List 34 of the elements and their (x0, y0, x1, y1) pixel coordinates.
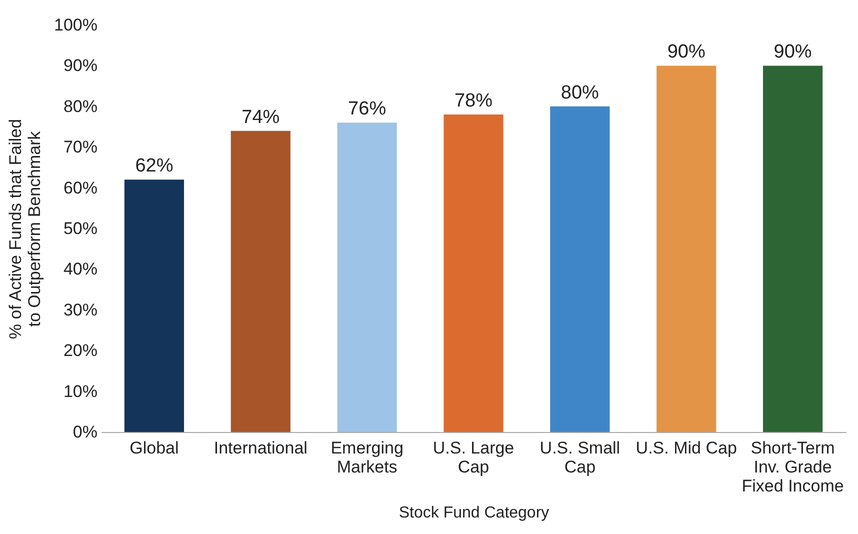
y-tick-label: 70% (63, 138, 98, 157)
data-label: 80% (560, 82, 600, 104)
y-tick-label: 20% (63, 341, 98, 360)
x-tick-label: Emerging Markets (330, 438, 404, 476)
x-axis-title: Stock Fund Category (398, 504, 550, 522)
x-tick-label: U.S. Mid Cap (636, 438, 737, 458)
y-tick-label: 50% (63, 219, 98, 238)
y-tick-label: 40% (63, 260, 98, 279)
y-tick-label: 10% (63, 382, 98, 401)
y-tick-label: 0% (72, 422, 98, 442)
y-tick-label: 30% (63, 300, 98, 320)
data-label: 90% (774, 42, 812, 63)
y-tick-label: 90% (63, 56, 98, 76)
bar (444, 114, 504, 432)
bar (337, 122, 397, 432)
data-label: 78% (454, 90, 493, 112)
bar (762, 66, 823, 432)
x-tick-label: U.S. Large Cap (432, 438, 514, 476)
x-tick-label: Short-Term Inv. Grade Fixed Income (742, 438, 844, 496)
y-axis-title: % of Active Funds that Failed to Outperform Benchmark (6, 118, 44, 340)
data-label: 62% (135, 156, 174, 177)
x-tick-label: U.S. Small Cap (540, 438, 620, 476)
bar (656, 66, 716, 432)
x-tick-label: Global (130, 438, 179, 458)
data-label: 76% (348, 98, 386, 120)
bar (230, 130, 290, 432)
bar (550, 106, 610, 432)
y-tick-label: 80% (63, 96, 98, 116)
data-label: 74% (242, 106, 280, 128)
y-tick-label: 60% (63, 178, 98, 198)
y-tick-label: 100% (54, 16, 98, 34)
data-label: 90% (667, 42, 706, 63)
x-tick-label: International (214, 438, 308, 458)
bar (124, 180, 184, 432)
